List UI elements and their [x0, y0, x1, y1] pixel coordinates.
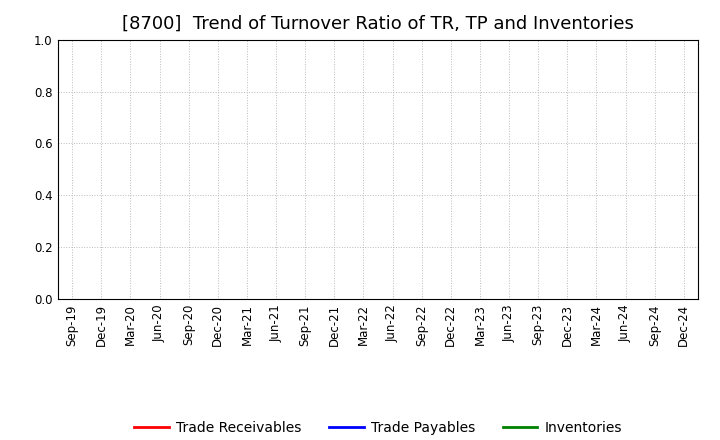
Title: [8700]  Trend of Turnover Ratio of TR, TP and Inventories: [8700] Trend of Turnover Ratio of TR, TP… [122, 15, 634, 33]
Legend: Trade Receivables, Trade Payables, Inventories: Trade Receivables, Trade Payables, Inven… [129, 415, 627, 440]
